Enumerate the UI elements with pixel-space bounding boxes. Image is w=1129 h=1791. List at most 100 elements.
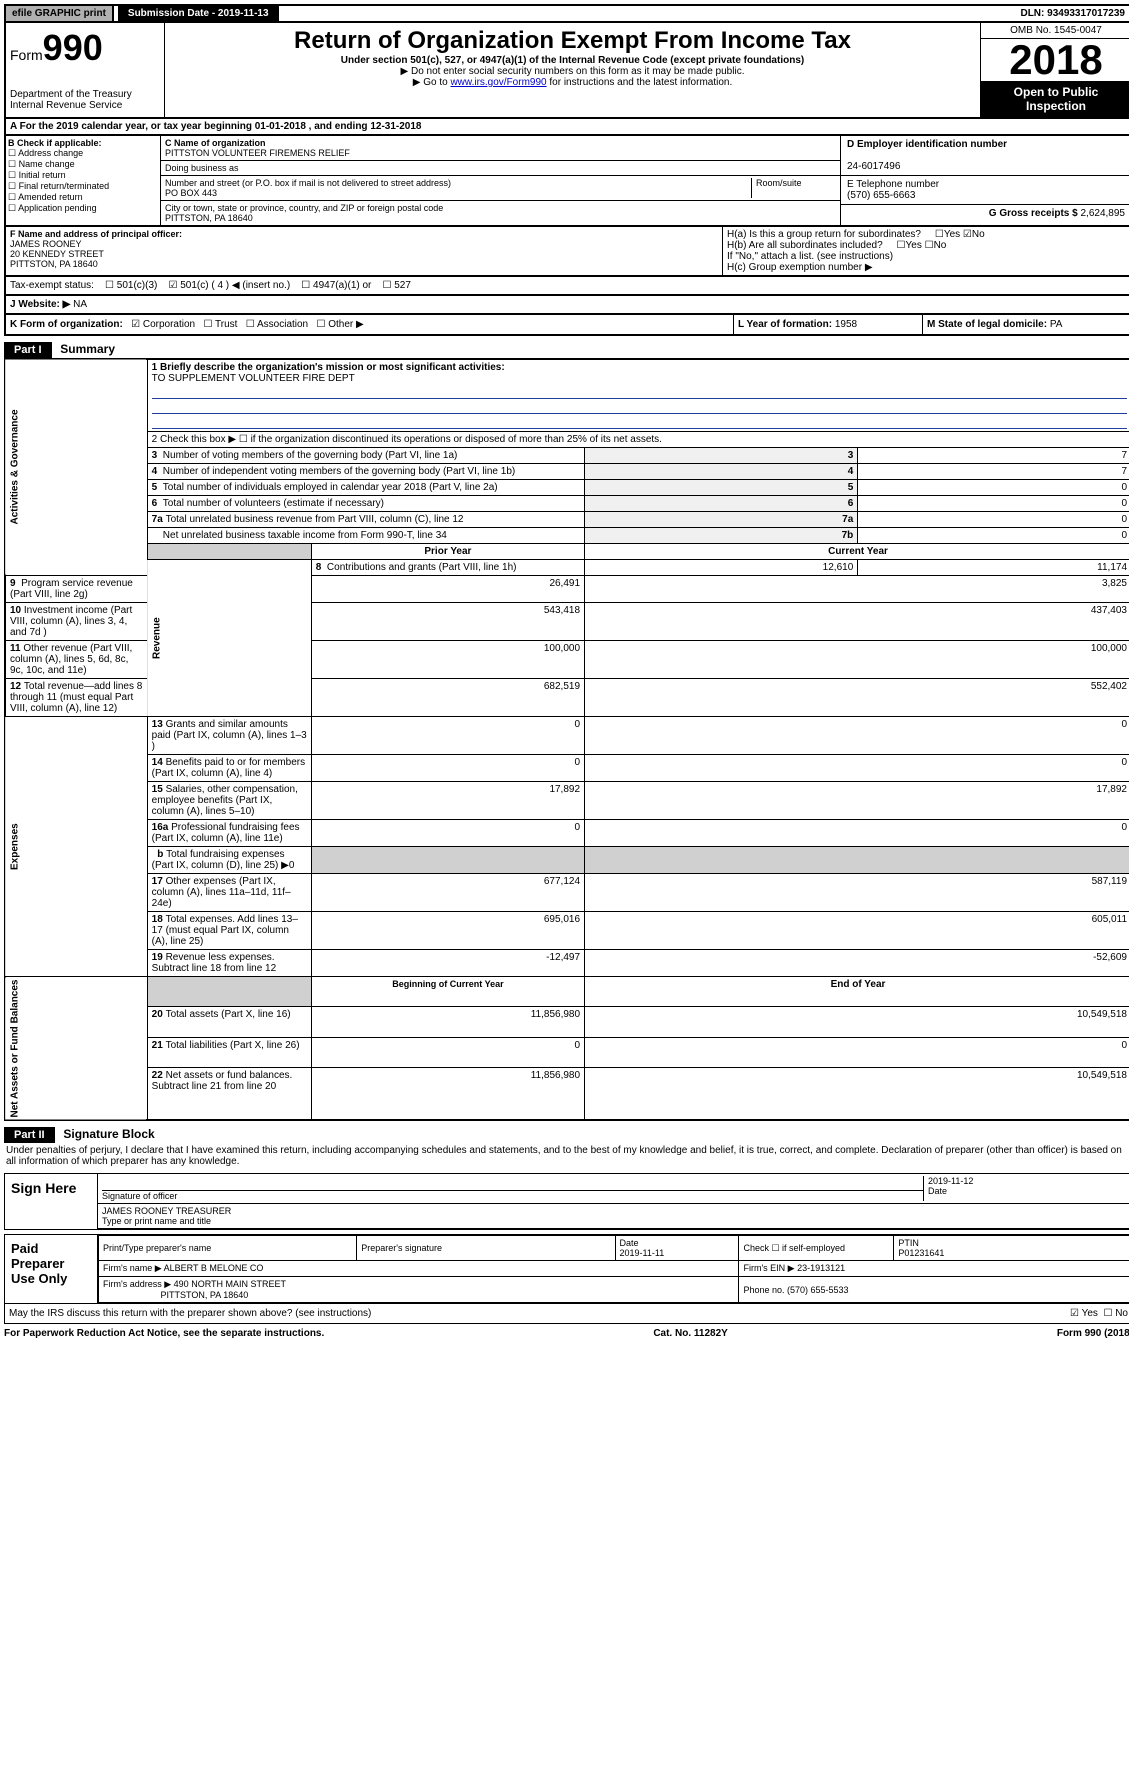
table-row: 6 Total number of volunteers (estimate i… [5, 496, 1129, 512]
checkbox-app-pending[interactable]: ☐ Application pending [8, 203, 97, 213]
firm-phone: (570) 655-5533 [787, 1285, 849, 1295]
org-name: PITTSTON VOLUNTEER FIREMENS RELIEF [165, 148, 350, 158]
side-expenses: Expenses [5, 717, 147, 977]
sig-officer-label: Signature of officer [102, 1191, 177, 1201]
prep-name-label: Print/Type preparer's name [99, 1236, 357, 1261]
table-row: b Total fundraising expenses (Part IX, c… [5, 847, 1129, 874]
phone-value: (570) 655-6663 [847, 190, 915, 201]
address-value: PO BOX 443 [165, 188, 217, 198]
mission-value: TO SUPPLEMENT VOLUNTEER FIRE DEPT [152, 373, 355, 384]
signature-block: Sign Here Signature of officer 2019-11-1… [4, 1173, 1129, 1230]
hb-note: If "No," attach a list. (see instruction… [727, 251, 1127, 262]
part1-title: Summary [54, 340, 121, 358]
officer-addr2: PITTSTON, PA 18640 [10, 259, 98, 269]
dln-label: DLN: 93493317017239 [1014, 6, 1129, 21]
gross-receipts-value: 2,624,895 [1081, 208, 1126, 219]
ein-value: 24-6017496 [847, 161, 900, 172]
side-revenue: Revenue [147, 560, 311, 717]
hc-line: H(c) Group exemption number ▶ [727, 262, 1127, 273]
checkbox-address-change[interactable]: ☐ Address change [8, 148, 83, 158]
checkbox-final-return[interactable]: ☐ Final return/terminated [8, 181, 109, 191]
discuss-row: May the IRS discuss this return with the… [4, 1304, 1129, 1324]
open-public-badge: Open to Public Inspection [981, 81, 1129, 117]
table-row: 18 Total expenses. Add lines 13–17 (must… [5, 912, 1129, 950]
efile-button[interactable]: efile GRAPHIC print [6, 6, 114, 21]
form-header: Form990 Department of the Treasury Inter… [4, 23, 1129, 119]
city-label: City or town, state or province, country… [165, 203, 443, 213]
line-a-tax-year: A For the 2019 calendar year, or tax yea… [4, 119, 1129, 136]
sig-date-label: Date [928, 1186, 947, 1196]
page-footer: For Paperwork Reduction Act Notice, see … [4, 1324, 1129, 1343]
table-row: 3 Number of voting members of the govern… [5, 448, 1129, 464]
address-label: Number and street (or P.O. box if mail i… [165, 178, 451, 188]
irs-link[interactable]: www.irs.gov/Form990 [450, 77, 546, 88]
table-row: 17 Other expenses (Part IX, column (A), … [5, 874, 1129, 912]
phone-label: E Telephone number [847, 179, 939, 190]
discuss-yes[interactable]: ☑ Yes [1070, 1308, 1098, 1319]
form-number: Form990 [10, 27, 160, 69]
firm-ein: 23-1913121 [797, 1263, 845, 1273]
note-ssn: ▶ Do not enter social security numbers o… [169, 66, 976, 77]
officer-label: F Name and address of principal officer: [10, 229, 182, 239]
table-row: 4 Number of independent voting members o… [5, 464, 1129, 480]
penalty-statement: Under penalties of perjury, I declare th… [4, 1143, 1129, 1169]
checkbox-name-change[interactable]: ☐ Name change [8, 159, 75, 169]
website-row: J Website: ▶ NA [4, 296, 1129, 315]
hb-line: H(b) Are all subordinates included? ☐Yes… [727, 240, 1127, 251]
officer-group-block: F Name and address of principal officer:… [4, 227, 1129, 277]
side-governance: Activities & Governance [5, 359, 147, 576]
officer-addr1: 20 KENNEDY STREET [10, 249, 104, 259]
klm-row: K Form of organization: ☑ Corporation ☐ … [4, 315, 1129, 336]
table-row: 22 Net assets or fund balances. Subtract… [5, 1068, 1129, 1120]
submission-date-button[interactable]: Submission Date - 2019-11-13 [118, 6, 279, 21]
note-link: ▶ Go to www.irs.gov/Form990 for instruct… [169, 77, 976, 88]
part2-title: Signature Block [57, 1125, 160, 1143]
sig-date-value: 2019-11-12 [928, 1176, 973, 1186]
form-title: Return of Organization Exempt From Incom… [169, 27, 976, 55]
footer-left: For Paperwork Reduction Act Notice, see … [4, 1328, 324, 1339]
part2-header: Part II [4, 1127, 55, 1143]
side-net-assets: Net Assets or Fund Balances [5, 977, 147, 1121]
top-toolbar: efile GRAPHIC print Submission Date - 20… [4, 4, 1129, 23]
prep-date-value: 2019-11-11 [620, 1248, 665, 1258]
prep-sig-label: Preparer's signature [357, 1236, 615, 1261]
section-b-label: B Check if applicable: [8, 138, 102, 148]
room-suite-label: Room/suite [751, 178, 836, 198]
form-subtitle: Under section 501(c), 527, or 4947(a)(1)… [169, 55, 976, 66]
self-employed-check[interactable]: Check ☐ if self-employed [739, 1236, 894, 1261]
mission-label: 1 Briefly describe the organization's mi… [152, 362, 505, 373]
col-headers: Prior YearCurrent Year [5, 544, 1129, 560]
sign-here-label: Sign Here [5, 1174, 98, 1229]
table-row: 16a Professional fundraising fees (Part … [5, 820, 1129, 847]
city-value: PITTSTON, PA 18640 [165, 213, 253, 223]
discuss-no[interactable]: ☐ No [1103, 1308, 1128, 1319]
ein-label: D Employer identification number [847, 139, 1007, 150]
org-name-label: C Name of organization [165, 138, 266, 148]
part1-header: Part I [4, 342, 52, 358]
table-row: 14 Benefits paid to or for members (Part… [5, 755, 1129, 782]
gross-receipts-label: G Gross receipts $ [989, 208, 1078, 219]
tax-status-row: Tax-exempt status: ☐ 501(c)(3) ☑ 501(c) … [4, 277, 1129, 296]
line2-discontinued: 2 Check this box ▶ ☐ if the organization… [147, 432, 1129, 448]
tax-year: 2018 [981, 39, 1129, 81]
officer-print-name: JAMES ROONEY TREASURER [102, 1206, 231, 1216]
table-row: 19 Revenue less expenses. Subtract line … [5, 950, 1129, 977]
paid-preparer-label: Paid Preparer Use Only [5, 1235, 98, 1303]
table-row: 7a Total unrelated business revenue from… [5, 512, 1129, 528]
firm-name: ALBERT B MELONE CO [164, 1263, 264, 1273]
checkbox-initial-return[interactable]: ☐ Initial return [8, 170, 66, 180]
identity-block: B Check if applicable: ☐ Address change … [4, 136, 1129, 227]
summary-table: Activities & Governance 1 Briefly descri… [4, 358, 1129, 1121]
table-row: 15 Salaries, other compensation, employe… [5, 782, 1129, 820]
table-row: Net unrelated business taxable income fr… [5, 528, 1129, 544]
ptin-value: P01231641 [898, 1248, 944, 1258]
checkbox-amended[interactable]: ☐ Amended return [8, 192, 83, 202]
footer-right: Form 990 (2018) [1057, 1328, 1129, 1339]
table-row: 21 Total liabilities (Part X, line 26)00 [5, 1037, 1129, 1067]
table-row: 5 Total number of individuals employed i… [5, 480, 1129, 496]
dba-label: Doing business as [165, 163, 239, 173]
paid-preparer-block: Paid Preparer Use Only Print/Type prepar… [4, 1234, 1129, 1304]
firm-addr: 490 NORTH MAIN STREET [174, 1279, 286, 1289]
officer-name: JAMES ROONEY [10, 239, 82, 249]
table-row: 20 Total assets (Part X, line 16)11,856,… [5, 1007, 1129, 1037]
